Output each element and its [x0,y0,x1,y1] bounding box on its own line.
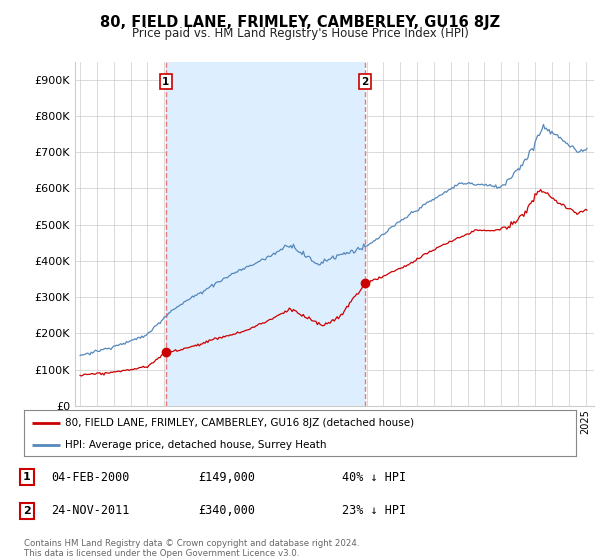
Text: 2: 2 [361,77,368,87]
Text: 23% ↓ HPI: 23% ↓ HPI [342,504,406,517]
Text: 1: 1 [23,472,31,482]
Text: 1: 1 [162,77,169,87]
Text: 80, FIELD LANE, FRIMLEY, CAMBERLEY, GU16 8JZ: 80, FIELD LANE, FRIMLEY, CAMBERLEY, GU16… [100,15,500,30]
Bar [166,62,365,406]
Text: 24-NOV-2011: 24-NOV-2011 [51,504,130,517]
Text: £149,000: £149,000 [198,470,255,484]
Text: £340,000: £340,000 [198,504,255,517]
Text: 80, FIELD LANE, FRIMLEY, CAMBERLEY, GU16 8JZ (detached house): 80, FIELD LANE, FRIMLEY, CAMBERLEY, GU16… [65,418,415,428]
Text: 04-FEB-2000: 04-FEB-2000 [51,470,130,484]
Text: Contains HM Land Registry data © Crown copyright and database right 2024.: Contains HM Land Registry data © Crown c… [24,539,359,548]
Text: This data is licensed under the Open Government Licence v3.0.: This data is licensed under the Open Gov… [24,549,299,558]
Text: 2: 2 [23,506,31,516]
Text: HPI: Average price, detached house, Surrey Heath: HPI: Average price, detached house, Surr… [65,440,327,450]
Text: 40% ↓ HPI: 40% ↓ HPI [342,470,406,484]
Text: Price paid vs. HM Land Registry's House Price Index (HPI): Price paid vs. HM Land Registry's House … [131,27,469,40]
